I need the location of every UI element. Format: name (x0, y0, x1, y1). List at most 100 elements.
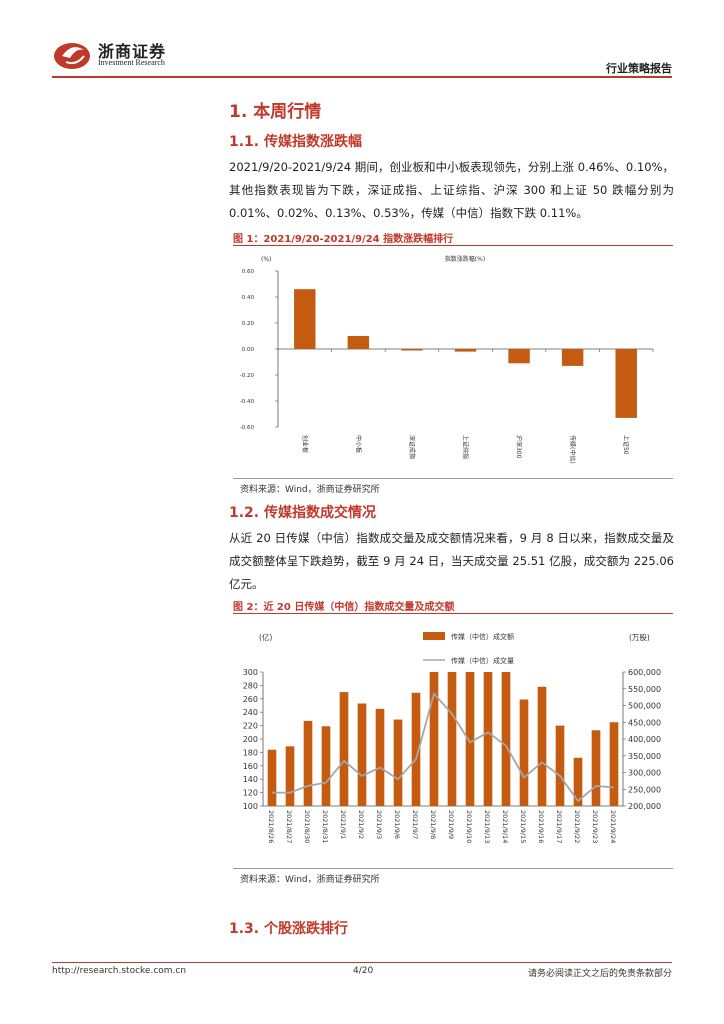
chart2-bar (267, 749, 277, 806)
footer-url[interactable]: http://research.stocke.com.cn (52, 966, 187, 976)
chart2-bar (609, 722, 619, 806)
chart2-category-label: 2021/9/3 (375, 810, 383, 839)
chart2-bar (303, 720, 313, 806)
chart2-category-label: 2021/9/9 (447, 810, 455, 839)
chart2-left-tick-label: 300 (243, 668, 258, 677)
chart2-bar (447, 672, 457, 806)
chart2-left-tick-label: 160 (243, 762, 258, 771)
chart1-ytick-label: -0.40 (240, 399, 255, 405)
chart1-ylabel: (%) (261, 256, 271, 263)
chart2-left-tick-label: 240 (243, 708, 258, 717)
chart2-left-tick-label: 200 (243, 735, 258, 744)
chart2-category-label: 2021/9/6 (393, 810, 401, 839)
chart2-right-tick-label: 500,000 (628, 702, 661, 711)
chart2-bar (591, 730, 601, 806)
chart2-right-tick-label: 350,000 (628, 752, 661, 761)
chart1-ytick-label: 0.60 (242, 269, 255, 275)
paragraph-1-1: 2021/9/20-2021/9/24 期间，创业板和中小板表现领先，分别上涨 … (229, 160, 674, 220)
chart2-category-label: 2021/9/13 (483, 810, 491, 843)
chart1-category-label: 创业板 (301, 435, 309, 453)
chart2-bar (537, 686, 547, 806)
page-number: 4/20 (353, 966, 374, 976)
chart2-category-label: 2021/9/8 (429, 810, 437, 839)
chart1-bar (454, 349, 477, 352)
chart2-bar (321, 726, 331, 806)
chart2-right-tick-label: 600,000 (628, 668, 661, 677)
subsection-title-1-2: 1.2. 传媒指数成交情况 (229, 505, 376, 521)
figure-2-bottom-rule (233, 868, 673, 869)
chart2-right-tick-label: 200,000 (628, 802, 661, 811)
chart2-category-label: 2021/9/23 (591, 810, 599, 843)
chart2-bar (429, 672, 439, 806)
chart2-category-label: 2021/9/7 (411, 810, 419, 839)
chart2-category-label: 2021/8/26 (267, 810, 275, 843)
chart2-category-label: 2021/9/10 (465, 810, 473, 843)
chart2-bar (519, 699, 529, 806)
chart2-left-tick-label: 180 (243, 748, 258, 757)
paragraph-1-2: 从近 20 日传媒（中信）指数成交量及成交额情况来看，9 月 8 日以来，指数成… (229, 531, 674, 591)
chart2-category-label: 2021/9/1 (339, 810, 347, 839)
footer-divider (52, 962, 672, 963)
index-change-chart: (%) 指数涨跌幅(%) 0.60 0.40 0.20 0.00 -0.20 -0.40 -0.… (240, 255, 654, 464)
chart2-right-tick-label: 300,000 (628, 769, 661, 778)
chart1-category-label: 上证50 (622, 435, 630, 455)
chart1-bar (347, 336, 370, 349)
chart2-category-label: 2021/9/15 (519, 810, 527, 843)
subsection-title-1-1: 1.1. 传媒指数涨跌幅 (229, 134, 362, 150)
report-type: 行业策略报告 (606, 62, 672, 75)
figure-1-bottom-rule (233, 478, 673, 479)
chart2-right-tick-label: 400,000 (628, 735, 661, 744)
chart2-right-tick-label: 550,000 (628, 685, 661, 694)
chart2-legend-bar-label: 传媒（中信）成交额 (451, 632, 514, 641)
chart1-category-label: 中小板 (354, 435, 362, 453)
figure-2-rule (233, 613, 673, 614)
logo-mark-icon (54, 43, 90, 69)
chart2-left-axis-label: (亿) (259, 632, 272, 642)
company-name-cn: 浙商证券 (98, 42, 167, 61)
chart2-bar (375, 708, 385, 806)
chart2-bar (411, 692, 421, 806)
chart2-volume-line (272, 691, 615, 803)
chart2-bar (555, 725, 565, 806)
company-name-en: Investment Research (98, 58, 165, 67)
chart2-bar (483, 672, 493, 806)
chart1-category-label: 深证成指 (408, 435, 416, 459)
chart1-ytick-label: 0.00 (242, 347, 255, 353)
chart2-bar (339, 692, 349, 806)
chart2-bar (393, 719, 403, 806)
chart2-right-axis-label: (万股) (629, 633, 650, 642)
chart2-category-label: 2021/8/27 (285, 810, 293, 843)
chart1-bar (294, 289, 316, 349)
chart1-bar (561, 349, 584, 366)
chart2-left-tick-label: 100 (243, 802, 258, 811)
chart2-category-label: 2021/9/14 (501, 810, 509, 843)
figure-1-source: 资料来源：Wind，浙商证券研究所 (240, 485, 380, 495)
chart2-bar (357, 703, 367, 806)
header-divider (52, 76, 672, 78)
chart2-left-tick-label: 120 (243, 789, 258, 798)
chart1-ytick-label: -0.20 (240, 373, 255, 379)
chart2-bar (465, 672, 475, 806)
chart1-bar (615, 349, 637, 418)
chart2-left-tick-label: 280 (243, 681, 258, 690)
chart2-category-label: 2021/9/17 (555, 810, 563, 843)
figure-1-title: 图 1：2021/9/20-2021/9/24 指数涨跌幅排行 (233, 234, 454, 245)
section-title: 1. 本周行情 (229, 102, 322, 122)
chart1-ytick-label: -0.60 (240, 425, 255, 431)
chart1-category-label: 上证综指 (462, 435, 470, 459)
chart1-category-label: 沪深300 (515, 435, 523, 459)
chart2-category-label: 2021/9/16 (537, 810, 545, 843)
chart1-bar (508, 349, 530, 364)
chart2-category-label: 2021/9/24 (609, 810, 617, 843)
chart1-bar (401, 349, 423, 351)
subsection-title-1-3: 1.3. 个股涨跌排行 (229, 921, 348, 937)
figure-2-title: 图 2：近 20 日传媒（中信）指数成交量及成交额 (233, 602, 455, 613)
chart1-ytick-label: 0.20 (242, 321, 255, 327)
chart2-bar (285, 746, 295, 806)
chart1-ytick-label: 0.40 (242, 295, 255, 301)
chart2-left-tick-label: 260 (243, 695, 258, 704)
chart1-category-label: 传媒(中信) (569, 435, 577, 464)
chart2-legend-line-label: 传媒（中信）成交量 (451, 656, 514, 665)
chart2-right-tick-label: 250,000 (628, 785, 661, 794)
